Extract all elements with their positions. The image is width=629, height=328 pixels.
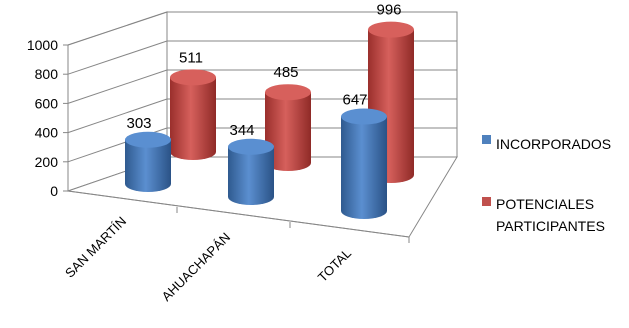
legend-label-incorporados: INCORPORADOS <box>496 136 611 152</box>
y-tick-label: 400 <box>35 125 59 141</box>
legend-label-potenciales-line-1: POTENCIALES <box>496 196 594 212</box>
bar-incorporados-2 <box>341 108 387 219</box>
y-tick-label: 1000 <box>27 37 58 53</box>
bar-incorporados-2-top <box>341 108 387 125</box>
category-label: SAN MARTÍN <box>62 214 129 281</box>
y-tick-label: 0 <box>50 183 58 199</box>
data-label-potenciales: 485 <box>273 64 298 81</box>
gridline-side <box>67 40 168 75</box>
legend-swatch-potenciales <box>482 197 491 206</box>
bar-potenciales-1-top <box>265 84 311 101</box>
data-label-incorporados: 647 <box>342 92 367 109</box>
bar-incorporados-2-body <box>341 116 387 219</box>
data-label-potenciales: 511 <box>179 49 203 66</box>
bars: 511 485 996 303 344 647 <box>125 2 414 219</box>
y-tick-label: 800 <box>35 66 59 82</box>
bar-potenciales-2-top <box>368 21 414 38</box>
bar-incorporados-1-body <box>228 146 274 205</box>
data-label-incorporados: 344 <box>229 122 254 139</box>
category-labels: SAN MARTÍN AHUACHAPÁN TOTAL <box>62 214 354 304</box>
bar-incorporados-0 <box>125 131 171 192</box>
y-tick-label: 200 <box>35 154 59 170</box>
legend-label-potenciales-line-2: PARTICIPANTES <box>496 218 605 234</box>
bar-potenciales-0 <box>170 69 216 160</box>
bar-potenciales-1 <box>265 84 311 171</box>
gridline-side <box>67 98 168 134</box>
legend: INCORPORADOS POTENCIALES PARTICIPANTES <box>482 135 611 234</box>
bar-incorporados-1 <box>228 138 274 205</box>
y-axis: 0 200 400 600 800 1000 <box>27 37 68 199</box>
y-tick-label: 600 <box>35 95 59 111</box>
bar-incorporados-0-body <box>125 139 171 192</box>
bar-potenciales-0-top <box>170 69 216 86</box>
gridline-side <box>67 69 168 104</box>
category-label: TOTAL <box>315 246 354 285</box>
data-label-potenciales: 996 <box>376 2 401 19</box>
gridline-side <box>67 11 168 46</box>
data-label-incorporados: 303 <box>126 115 151 132</box>
x-axis <box>67 190 410 243</box>
bar-incorporados-0-top <box>125 131 171 148</box>
bar-incorporados-1-top <box>228 138 274 155</box>
x-axis-line <box>67 190 410 238</box>
category-label: AHUACHAPÁN <box>159 230 233 304</box>
bar-potenciales-0-body <box>170 77 216 160</box>
bar-potenciales-1-body <box>265 92 311 171</box>
legend-swatch-incorporados <box>482 135 491 144</box>
